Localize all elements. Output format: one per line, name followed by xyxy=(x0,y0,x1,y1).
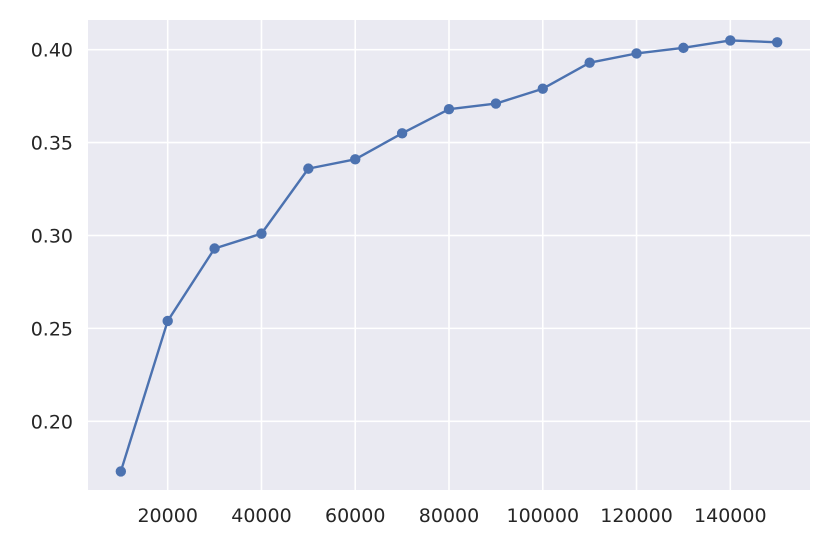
data-point xyxy=(584,57,595,68)
y-tick-label: 0.20 xyxy=(31,411,73,433)
series-layer xyxy=(115,35,783,477)
data-point xyxy=(631,48,642,59)
x-tick-label: 120000 xyxy=(600,505,673,527)
x-tick-label: 40000 xyxy=(231,505,291,527)
data-point xyxy=(537,83,548,94)
x-tick-label: 100000 xyxy=(507,505,580,527)
data-point xyxy=(771,37,783,48)
x-tick-label: 80000 xyxy=(419,505,479,527)
x-tick-label: 60000 xyxy=(325,505,385,527)
grid-lines xyxy=(88,20,810,490)
x-axis-ticks: 20000 40000 60000 80000 100000 120000 140000 xyxy=(137,505,766,527)
data-point xyxy=(443,103,455,115)
data-point xyxy=(490,98,502,109)
y-tick-label: 0.35 xyxy=(31,133,73,155)
data-point xyxy=(303,163,314,174)
data-point xyxy=(725,35,736,46)
data-point xyxy=(115,466,127,477)
data-point xyxy=(396,128,408,139)
y-tick-label: 0.40 xyxy=(31,40,73,62)
y-tick-label: 0.25 xyxy=(31,318,73,340)
data-point xyxy=(162,315,173,327)
y-axis-ticks: 0.20 0.25 0.30 0.35 0.40 xyxy=(31,40,73,434)
data-point xyxy=(209,243,220,254)
y-tick-label: 0.30 xyxy=(31,225,73,247)
data-point xyxy=(256,228,267,239)
data-point xyxy=(350,154,361,165)
x-tick-label: 20000 xyxy=(137,505,197,527)
data-point xyxy=(678,42,689,54)
x-tick-label: 140000 xyxy=(694,505,767,527)
